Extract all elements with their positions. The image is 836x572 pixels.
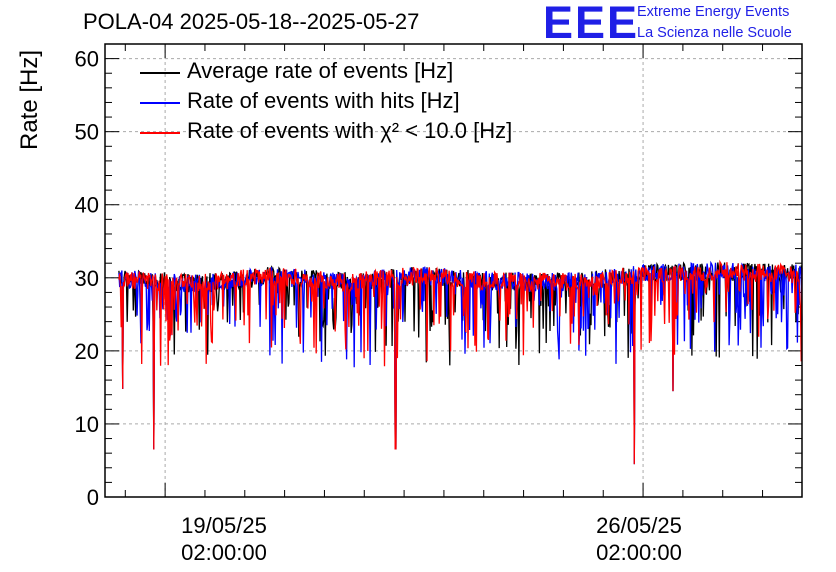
y-tick-label-50: 50 bbox=[75, 120, 99, 145]
series-line-2 bbox=[118, 260, 803, 465]
y-tick-label-40: 40 bbox=[75, 193, 99, 218]
legend-label-average: Average rate of events [Hz] bbox=[187, 58, 454, 83]
legend-label-chi2: Rate of events with χ² < 10.0 [Hz] bbox=[187, 118, 513, 143]
x-tick-time-1: 02:00:00 bbox=[181, 540, 267, 565]
chart-title: POLA-04 2025-05-18--2025-05-27 bbox=[83, 9, 420, 34]
x-tick-date-1: 19/05/25 bbox=[181, 513, 267, 538]
legend-swatch-average bbox=[140, 72, 180, 74]
y-tick-label-10: 10 bbox=[75, 412, 99, 437]
series-line-3 bbox=[118, 259, 803, 465]
legend-swatch-hits bbox=[140, 102, 180, 104]
plot-frame bbox=[104, 43, 803, 498]
legend-swatch-chi2 bbox=[140, 132, 180, 134]
x-tick-time-2: 02:00:00 bbox=[596, 540, 682, 565]
legend-label-hits: Rate of events with hits [Hz] bbox=[187, 88, 460, 113]
y-tick-label-60: 60 bbox=[75, 47, 99, 72]
y-axis-label: Rate [Hz] bbox=[16, 49, 43, 151]
x-tick-label-2: 26/05/25 02:00:00 bbox=[596, 512, 682, 566]
y-tick-label-30: 30 bbox=[75, 266, 99, 291]
y-tick-label-20: 20 bbox=[75, 339, 99, 364]
y-tick-label-0: 0 bbox=[87, 485, 99, 510]
logo-line-2: La Scienza nelle Scuole bbox=[637, 25, 792, 41]
x-tick-label-1: 19/05/25 02:00:00 bbox=[181, 512, 267, 566]
x-tick-date-2: 26/05/25 bbox=[596, 513, 682, 538]
logo-line-1: Extreme Energy Events bbox=[637, 4, 790, 20]
eee-logo: EEE bbox=[543, 0, 640, 48]
